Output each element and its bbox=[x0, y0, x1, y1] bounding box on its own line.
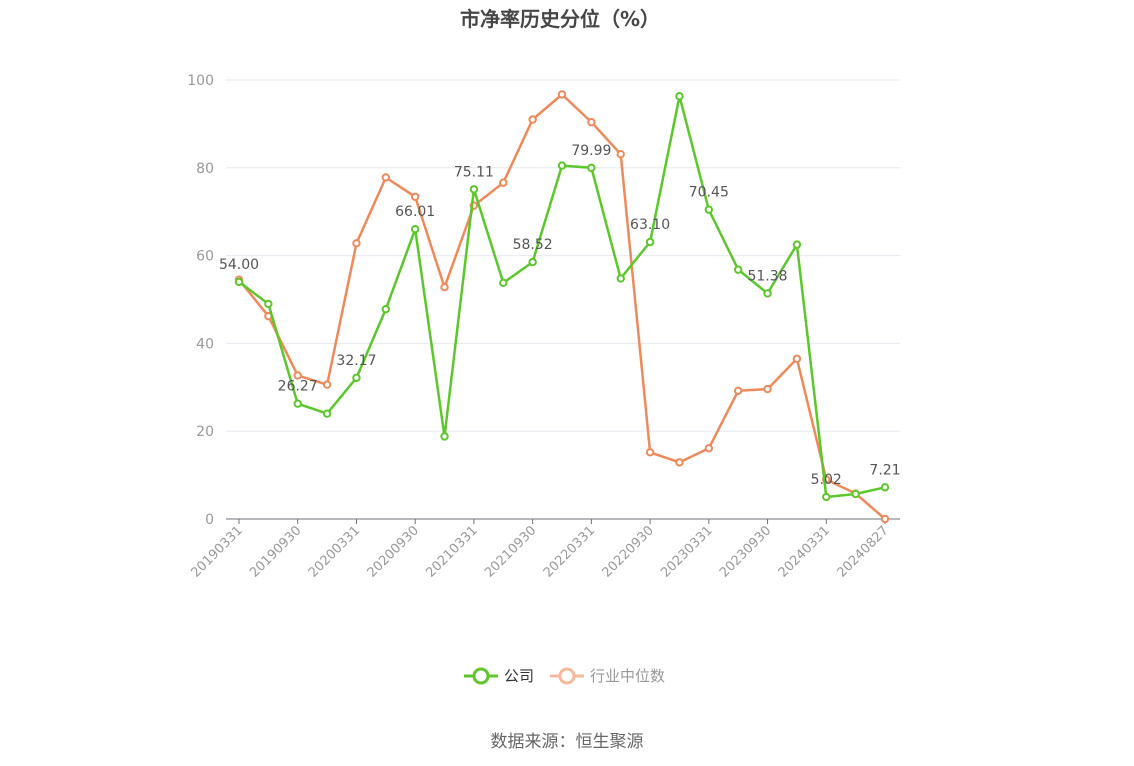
data-point-industry-median bbox=[557, 90, 567, 99]
x-tick-label: 20220331 bbox=[541, 523, 598, 580]
data-point-company bbox=[822, 492, 831, 502]
legend: 公司 行业中位数 bbox=[464, 667, 665, 685]
series-line-industry-median bbox=[238, 93, 886, 520]
data-point-company bbox=[410, 225, 420, 234]
data-point-industry-median bbox=[704, 444, 714, 453]
data-point-industry-median bbox=[645, 448, 655, 457]
data-point-company bbox=[352, 373, 361, 382]
x-tick-label: 20210930 bbox=[482, 523, 539, 580]
x-tick-label: 20240827 bbox=[834, 523, 891, 580]
data-point-company bbox=[763, 289, 772, 298]
y-tick-label: 40 bbox=[196, 336, 214, 352]
data-point-company bbox=[851, 489, 860, 499]
data-point-industry-median bbox=[763, 384, 772, 394]
legend-marker-company bbox=[472, 667, 490, 685]
data-label: 66.01 bbox=[395, 204, 435, 220]
data-point-industry-median bbox=[352, 239, 361, 248]
x-tick-label: 20190331 bbox=[188, 523, 245, 580]
data-point-company bbox=[616, 274, 625, 283]
data-point-company bbox=[704, 205, 714, 214]
y-tick-label: 20 bbox=[196, 424, 214, 440]
data-point-company bbox=[440, 432, 449, 441]
data-point-industry-median bbox=[410, 192, 420, 201]
legend-label-industry-median: 行业中位数 bbox=[590, 667, 665, 685]
source-note: 数据来源：恒生聚源 bbox=[491, 732, 644, 752]
y-tick-label: 0 bbox=[205, 512, 214, 528]
axis-layer: 0 20 40 60 80 100 20190331 20190930 20200331 2020… bbox=[187, 73, 900, 581]
x-tick-label: 20190930 bbox=[247, 523, 304, 580]
data-label: 5.02 bbox=[811, 472, 842, 488]
data-point-company bbox=[880, 483, 890, 492]
data-label: 79.99 bbox=[571, 143, 611, 159]
data-point-company bbox=[293, 399, 302, 408]
data-label: 51.38 bbox=[747, 268, 787, 284]
y-tick-label: 100 bbox=[187, 73, 214, 89]
data-point-industry-median bbox=[587, 117, 596, 127]
data-point-industry-median bbox=[322, 380, 332, 389]
series-line-company bbox=[238, 94, 886, 499]
x-tick-label: 20200331 bbox=[306, 523, 363, 580]
x-tick-label: 20230331 bbox=[658, 523, 715, 580]
data-point-company bbox=[792, 240, 802, 249]
data-point-industry-median bbox=[675, 458, 684, 467]
y-tick-label: 60 bbox=[196, 249, 214, 265]
data-label: 26.27 bbox=[278, 379, 318, 395]
data-point-company bbox=[234, 277, 244, 287]
data-label: 63.10 bbox=[630, 217, 670, 233]
data-point-company bbox=[499, 278, 508, 288]
data-point-industry-median bbox=[293, 371, 302, 380]
data-label: 54.00 bbox=[219, 257, 259, 273]
data-point-company bbox=[264, 299, 273, 309]
data-point-industry-median bbox=[616, 149, 625, 159]
data-point-company bbox=[733, 265, 743, 274]
x-tick-label: 20230930 bbox=[717, 523, 774, 580]
chart-title: 市净率历史分位（%） bbox=[460, 7, 660, 31]
legend-item-company[interactable]: 公司 bbox=[464, 667, 534, 685]
data-point-company bbox=[645, 237, 655, 247]
data-point-industry-median bbox=[528, 115, 537, 124]
data-label: 58.52 bbox=[513, 237, 553, 253]
x-tick-label: 20220930 bbox=[600, 523, 657, 580]
data-point-industry-median bbox=[733, 386, 743, 396]
data-point-company bbox=[381, 304, 391, 314]
data-point-industry-median bbox=[792, 354, 802, 363]
data-point-industry-median bbox=[499, 178, 508, 187]
y-tick-label: 80 bbox=[196, 161, 214, 177]
data-point-company bbox=[557, 161, 567, 170]
legend-marker-industry-median bbox=[558, 667, 576, 685]
data-point-industry-median bbox=[381, 173, 391, 182]
data-label: 32.17 bbox=[336, 353, 376, 369]
x-tick-label: 20200930 bbox=[365, 523, 422, 580]
data-label-layer: 54.00 26.27 32.17 66.01 75.11 58.52 79.99 63.10… bbox=[219, 143, 901, 488]
legend-item-industry-median[interactable]: 行业中位数 bbox=[550, 667, 665, 685]
grid-layer bbox=[226, 79, 900, 432]
data-point-company bbox=[322, 409, 332, 418]
data-point-industry-median bbox=[440, 283, 449, 292]
x-tick-label: 20240331 bbox=[776, 523, 833, 580]
data-point-company bbox=[675, 92, 684, 101]
series-layer bbox=[234, 90, 890, 524]
x-tick-label: 20210331 bbox=[423, 523, 480, 580]
legend-label-company: 公司 bbox=[504, 667, 534, 685]
data-label: 75.11 bbox=[454, 164, 494, 180]
data-label: 7.21 bbox=[869, 462, 900, 478]
data-point-company bbox=[528, 257, 537, 267]
data-point-company bbox=[469, 185, 479, 194]
data-point-industry-median bbox=[880, 514, 890, 524]
data-point-company bbox=[587, 163, 596, 173]
data-label: 70.45 bbox=[689, 185, 729, 201]
